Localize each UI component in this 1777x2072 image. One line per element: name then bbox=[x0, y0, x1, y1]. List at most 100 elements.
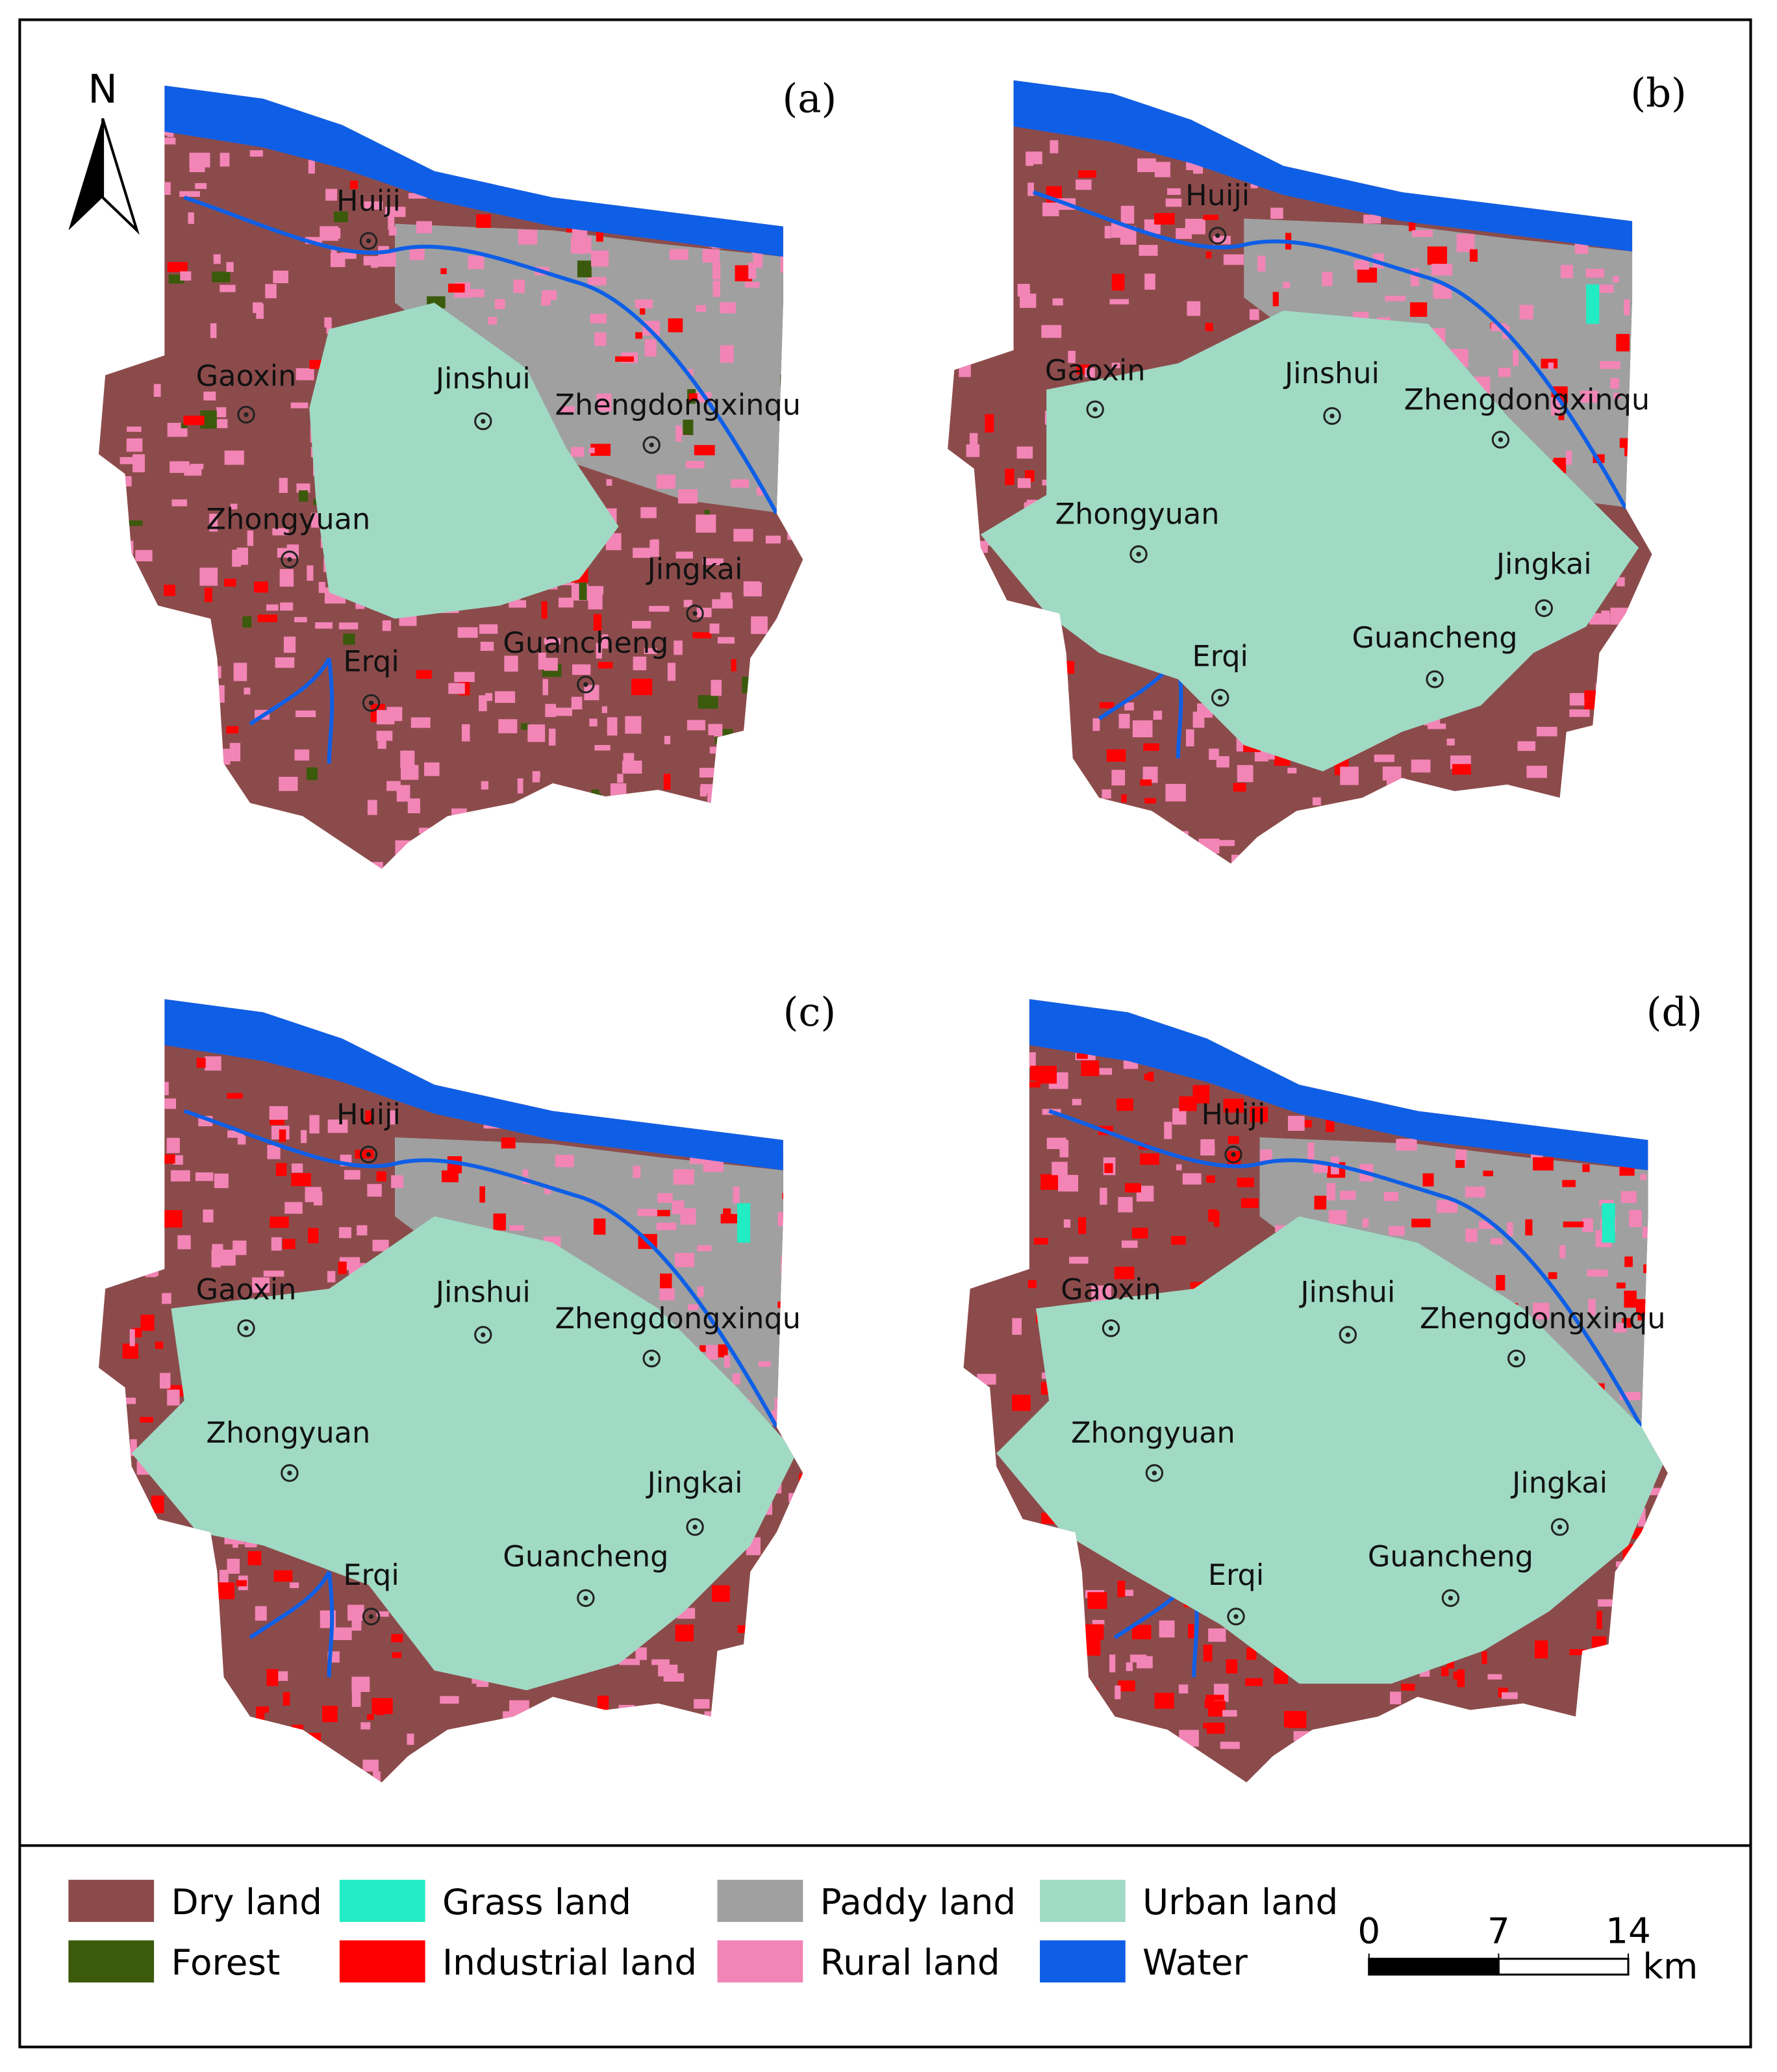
land-patch bbox=[280, 602, 294, 611]
land-patch bbox=[541, 601, 548, 619]
land-patch bbox=[1052, 298, 1063, 306]
land-patch bbox=[1125, 1183, 1141, 1193]
land-patch bbox=[972, 1623, 988, 1641]
land-patch bbox=[1483, 1102, 1493, 1113]
place-marker bbox=[1507, 1349, 1526, 1368]
land-patch bbox=[623, 753, 635, 763]
land-patch bbox=[400, 750, 415, 768]
land-patch bbox=[1205, 1695, 1224, 1700]
land-patch bbox=[411, 1018, 433, 1028]
land-patch bbox=[992, 1104, 1007, 1111]
land-patch bbox=[1272, 859, 1287, 864]
land-patch bbox=[1537, 171, 1546, 191]
land-patch bbox=[388, 211, 395, 230]
land-patch bbox=[1063, 1219, 1071, 1228]
river bbox=[183, 196, 779, 514]
land-patch bbox=[237, 1135, 246, 1145]
land-patch bbox=[579, 582, 587, 600]
land-patch bbox=[788, 162, 794, 173]
land-patch bbox=[948, 329, 964, 336]
land-patch bbox=[617, 774, 624, 783]
land-patch bbox=[1378, 158, 1387, 169]
land-patch bbox=[1223, 254, 1244, 265]
land-patch bbox=[781, 776, 800, 792]
land-patch bbox=[290, 1582, 299, 1588]
land-patch bbox=[1635, 344, 1648, 355]
land-patch bbox=[584, 685, 599, 701]
land-patch bbox=[423, 151, 442, 166]
land-patch bbox=[464, 1079, 470, 1090]
land-patch bbox=[753, 254, 763, 268]
land-patch bbox=[548, 1064, 563, 1078]
land-patch bbox=[440, 864, 447, 869]
land-patch bbox=[509, 1225, 524, 1231]
land-patch bbox=[146, 298, 158, 310]
land-patch bbox=[960, 657, 967, 676]
land-patch bbox=[152, 1257, 159, 1276]
land-patch bbox=[199, 567, 218, 586]
land-patch bbox=[591, 789, 599, 798]
land-patch bbox=[212, 1244, 223, 1251]
land-patch bbox=[1351, 1049, 1357, 1059]
land-patch bbox=[777, 1212, 794, 1226]
land-patch bbox=[1506, 103, 1518, 113]
land-patch bbox=[673, 859, 688, 869]
land-patch bbox=[565, 1776, 575, 1783]
land-patch bbox=[364, 201, 383, 210]
land-patch bbox=[279, 569, 294, 587]
land-patch bbox=[1635, 1299, 1646, 1315]
land-patch bbox=[1293, 852, 1309, 864]
land-patch bbox=[1340, 1191, 1356, 1200]
land-patch bbox=[1002, 1613, 1016, 1621]
land-patch bbox=[1132, 720, 1153, 738]
land-patch bbox=[377, 738, 386, 749]
land-patch bbox=[154, 1648, 164, 1664]
land-patch bbox=[1005, 468, 1015, 485]
land-patch bbox=[657, 1193, 673, 1203]
land-patch bbox=[1326, 1766, 1341, 1773]
land-patch bbox=[1601, 611, 1610, 625]
land-patch bbox=[327, 1119, 348, 1133]
land-patch bbox=[1643, 1264, 1657, 1274]
land-patch bbox=[1645, 1369, 1656, 1380]
land-patch bbox=[779, 1636, 798, 1650]
land-patch bbox=[118, 745, 126, 754]
panel-label: (a) bbox=[783, 76, 837, 121]
land-patch bbox=[138, 679, 153, 696]
place-marker bbox=[1102, 1319, 1120, 1337]
land-patch bbox=[780, 255, 799, 273]
land-patch bbox=[1436, 1200, 1457, 1213]
land-patch bbox=[688, 1304, 699, 1311]
land-patch bbox=[117, 1009, 136, 1017]
land-patch bbox=[1616, 334, 1630, 352]
land-patch bbox=[357, 1225, 368, 1235]
land-patch bbox=[767, 138, 777, 145]
land-patch bbox=[1441, 1667, 1449, 1676]
land-patch bbox=[326, 318, 332, 334]
land-patch bbox=[1654, 184, 1669, 197]
land-patch bbox=[1249, 309, 1259, 320]
land-patch bbox=[1157, 1763, 1179, 1778]
land-patch bbox=[1203, 1645, 1213, 1662]
land-patch bbox=[1151, 94, 1166, 110]
land-patch bbox=[120, 1583, 131, 1589]
land-patch bbox=[292, 1163, 303, 1173]
land-patch bbox=[399, 615, 417, 626]
land-patch bbox=[286, 1777, 297, 1783]
land-patch bbox=[572, 228, 588, 237]
land-patch bbox=[195, 1172, 214, 1181]
map-panel: (c) Huiji Gaoxin Jinshui Zhengdongxinqu Zhong… bbox=[99, 990, 836, 1783]
land-patch bbox=[392, 99, 398, 112]
land-patch bbox=[227, 1130, 245, 1138]
land-patch bbox=[1099, 702, 1115, 709]
place-marker bbox=[1086, 400, 1104, 418]
land-patch bbox=[1060, 768, 1073, 781]
legend-label: Rural land bbox=[820, 1941, 1000, 1983]
place-marker-dot bbox=[1092, 407, 1098, 412]
land-patch bbox=[416, 670, 432, 679]
land-patch bbox=[680, 1208, 696, 1225]
land-patch bbox=[541, 297, 551, 306]
land-patch bbox=[1424, 1710, 1433, 1728]
land-patch bbox=[441, 1170, 459, 1183]
